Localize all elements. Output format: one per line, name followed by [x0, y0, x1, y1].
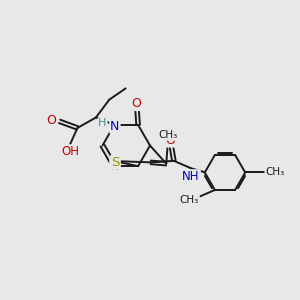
Text: H: H: [98, 118, 106, 128]
Text: CH₃: CH₃: [158, 130, 177, 140]
Text: O: O: [46, 114, 56, 127]
Text: NH: NH: [182, 170, 200, 183]
Text: O: O: [165, 134, 175, 147]
Text: CH₃: CH₃: [265, 167, 285, 178]
Text: CH₃: CH₃: [180, 195, 199, 205]
Text: N: N: [110, 160, 120, 172]
Text: N: N: [110, 120, 120, 133]
Text: S: S: [111, 156, 120, 169]
Text: OH: OH: [61, 145, 80, 158]
Text: O: O: [132, 97, 142, 110]
